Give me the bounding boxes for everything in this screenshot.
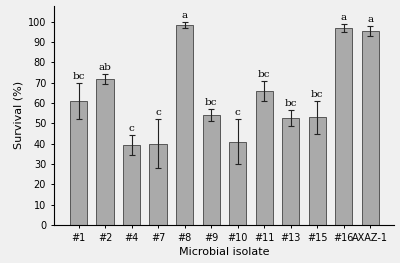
Text: bc: bc: [72, 72, 85, 81]
Text: ab: ab: [99, 63, 112, 72]
Bar: [282, 118, 299, 225]
Bar: [362, 31, 379, 225]
Bar: [309, 117, 326, 225]
Text: bc: bc: [284, 99, 297, 108]
Text: c: c: [129, 124, 134, 133]
Bar: [256, 91, 273, 225]
Text: c: c: [235, 108, 240, 117]
Bar: [96, 79, 114, 225]
Text: a: a: [182, 11, 188, 20]
Text: bc: bc: [311, 90, 324, 99]
Bar: [123, 145, 140, 225]
Text: bc: bc: [205, 98, 218, 107]
Text: a: a: [367, 15, 374, 24]
Bar: [176, 25, 193, 225]
Bar: [335, 28, 352, 225]
Text: a: a: [341, 13, 347, 22]
Bar: [70, 101, 87, 225]
Y-axis label: Survival (%): Survival (%): [14, 81, 24, 149]
Bar: [150, 144, 167, 225]
Text: bc: bc: [258, 70, 270, 79]
Bar: [202, 115, 220, 225]
Text: c: c: [155, 108, 161, 117]
X-axis label: Microbial isolate: Microbial isolate: [179, 247, 270, 257]
Bar: [229, 142, 246, 225]
